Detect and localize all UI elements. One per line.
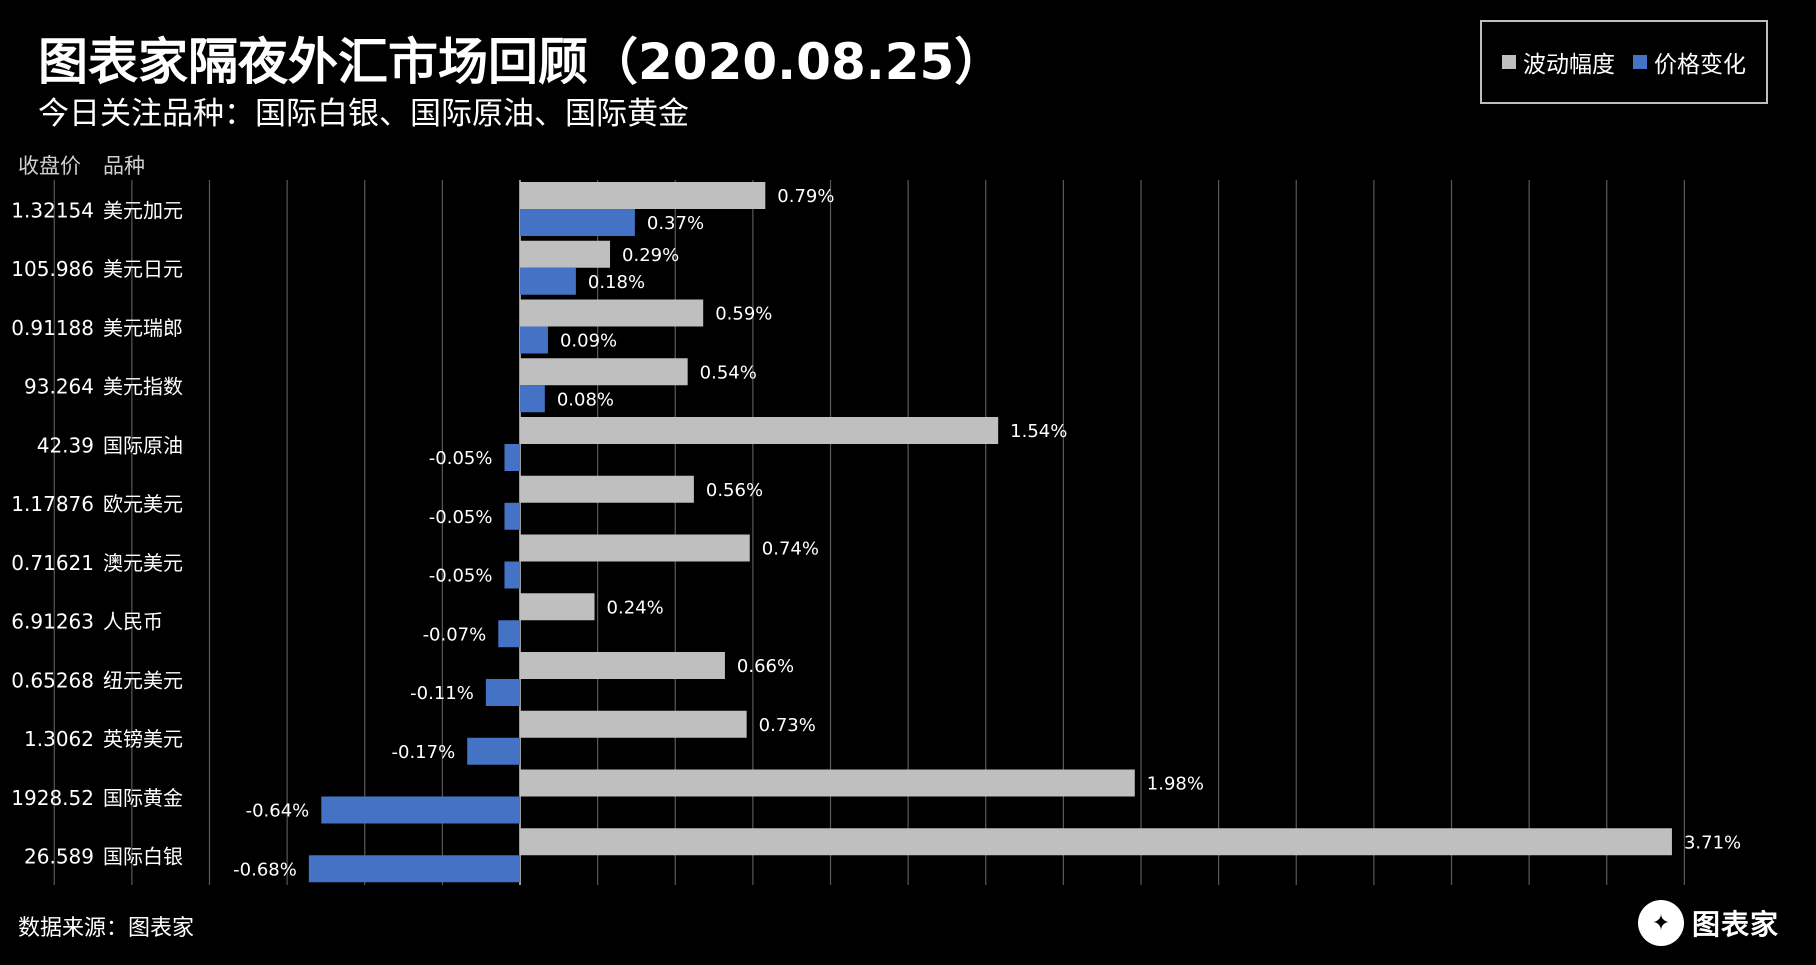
bar-volatility bbox=[520, 240, 611, 268]
data-label-price-change: 0.08% bbox=[557, 389, 614, 410]
close-price-label: 1928.52 bbox=[11, 786, 94, 810]
close-price-label: 0.91188 bbox=[11, 316, 94, 340]
category-label: 英镑美元 bbox=[103, 727, 183, 751]
data-label-volatility: 3.71% bbox=[1684, 832, 1741, 853]
bar-price-change bbox=[485, 679, 520, 706]
chart-title: 图表家隔夜外汇市场回顾（2020.08.25） bbox=[38, 33, 1005, 91]
bar-volatility bbox=[520, 534, 750, 562]
data-label-price-change: -0.64% bbox=[246, 801, 310, 822]
bar-volatility bbox=[520, 299, 704, 327]
data-label-volatility: 0.56% bbox=[706, 480, 763, 501]
data-label-volatility: 0.66% bbox=[737, 656, 794, 677]
data-label-volatility: 1.98% bbox=[1147, 774, 1204, 795]
data-label-volatility: 0.29% bbox=[622, 245, 679, 266]
data-label-price-change: -0.05% bbox=[429, 448, 493, 469]
data-label-price-change: -0.68% bbox=[233, 859, 297, 880]
legend: 波动幅度 价格变化 bbox=[1480, 20, 1768, 104]
data-label-price-change: -0.11% bbox=[410, 683, 474, 704]
brand-logo: ✦ 图表家 bbox=[1638, 900, 1779, 946]
category-label: 美元指数 bbox=[103, 375, 183, 399]
category-label: 国际黄金 bbox=[103, 786, 183, 810]
data-label-volatility: 0.59% bbox=[715, 304, 772, 325]
chart-subtitle: 今日关注品种：国际白银、国际原油、国际黄金 bbox=[38, 96, 689, 132]
bar-volatility bbox=[520, 828, 1672, 856]
data-label-volatility: 0.24% bbox=[607, 597, 664, 618]
data-label-volatility: 0.74% bbox=[762, 539, 819, 560]
close-price-label: 26.589 bbox=[24, 845, 94, 869]
data-label-price-change: -0.17% bbox=[392, 742, 456, 763]
logo-head-icon: ✦ bbox=[1638, 900, 1684, 946]
category-label: 美元加元 bbox=[103, 198, 183, 222]
close-price-label: 1.3062 bbox=[24, 727, 94, 751]
data-label-volatility: 0.79% bbox=[777, 186, 834, 207]
bar-price-change bbox=[520, 326, 548, 354]
data-label-volatility: 0.73% bbox=[759, 715, 816, 736]
category-label: 纽元美元 bbox=[103, 668, 183, 692]
data-label-price-change: -0.07% bbox=[423, 624, 487, 645]
data-label-price-change: -0.05% bbox=[429, 566, 493, 587]
data-label-price-change: -0.05% bbox=[429, 507, 493, 528]
bar-volatility bbox=[520, 710, 747, 738]
bar-volatility bbox=[520, 182, 766, 209]
data-label-price-change: 0.09% bbox=[560, 331, 617, 352]
data-label-price-change: 0.18% bbox=[588, 272, 645, 293]
column-header-close: 收盘价 bbox=[18, 154, 81, 178]
category-label: 美元瑞郎 bbox=[103, 316, 183, 340]
category-label: 国际白银 bbox=[103, 845, 183, 869]
data-label-volatility: 1.54% bbox=[1010, 421, 1067, 442]
bar-price-change bbox=[308, 855, 520, 883]
bar-volatility bbox=[520, 593, 595, 621]
data-source: 数据来源：图表家 bbox=[18, 916, 195, 941]
bar-price-change bbox=[504, 502, 520, 530]
bar-price-change bbox=[520, 267, 576, 295]
legend-swatch-volatility bbox=[1502, 55, 1516, 69]
legend-label-price-change: 价格变化 bbox=[1654, 52, 1746, 78]
bar-volatility bbox=[520, 769, 1135, 797]
bar-volatility bbox=[520, 358, 688, 386]
category-label: 澳元美元 bbox=[103, 551, 183, 575]
bar-price-change bbox=[520, 385, 545, 413]
bar-price-change bbox=[467, 737, 520, 765]
category-label: 国际原油 bbox=[103, 433, 183, 457]
legend-item-volatility: 波动幅度 bbox=[1502, 45, 1615, 79]
close-price-label: 1.17876 bbox=[11, 492, 94, 516]
bar-price-change bbox=[504, 561, 520, 589]
category-label: 人民币 bbox=[103, 610, 163, 634]
close-price-label: 105.986 bbox=[11, 257, 94, 281]
bar-price-change bbox=[321, 796, 520, 824]
category-label: 美元日元 bbox=[103, 257, 183, 281]
category-label: 欧元美元 bbox=[103, 492, 183, 516]
close-price-label: 1.32154 bbox=[11, 198, 94, 222]
close-price-label: 0.65268 bbox=[11, 668, 94, 692]
legend-item-price-change: 价格变化 bbox=[1633, 45, 1746, 79]
bar-volatility bbox=[520, 417, 999, 444]
bar-price-change bbox=[520, 209, 635, 236]
close-price-label: 93.264 bbox=[24, 375, 94, 399]
legend-swatch-price-change bbox=[1633, 55, 1647, 69]
bar-price-change bbox=[504, 444, 520, 471]
close-price-label: 42.39 bbox=[37, 433, 94, 457]
bar-volatility bbox=[520, 652, 725, 679]
bar-price-change bbox=[498, 620, 520, 648]
close-price-label: 6.91263 bbox=[11, 610, 94, 634]
legend-label-volatility: 波动幅度 bbox=[1523, 52, 1615, 78]
close-price-label: 0.71621 bbox=[11, 551, 94, 575]
column-header-variety: 品种 bbox=[103, 154, 145, 178]
bar-volatility bbox=[520, 475, 694, 503]
logo-text: 图表家 bbox=[1692, 908, 1780, 941]
data-label-price-change: 0.37% bbox=[647, 213, 704, 234]
data-label-volatility: 0.54% bbox=[700, 362, 757, 383]
